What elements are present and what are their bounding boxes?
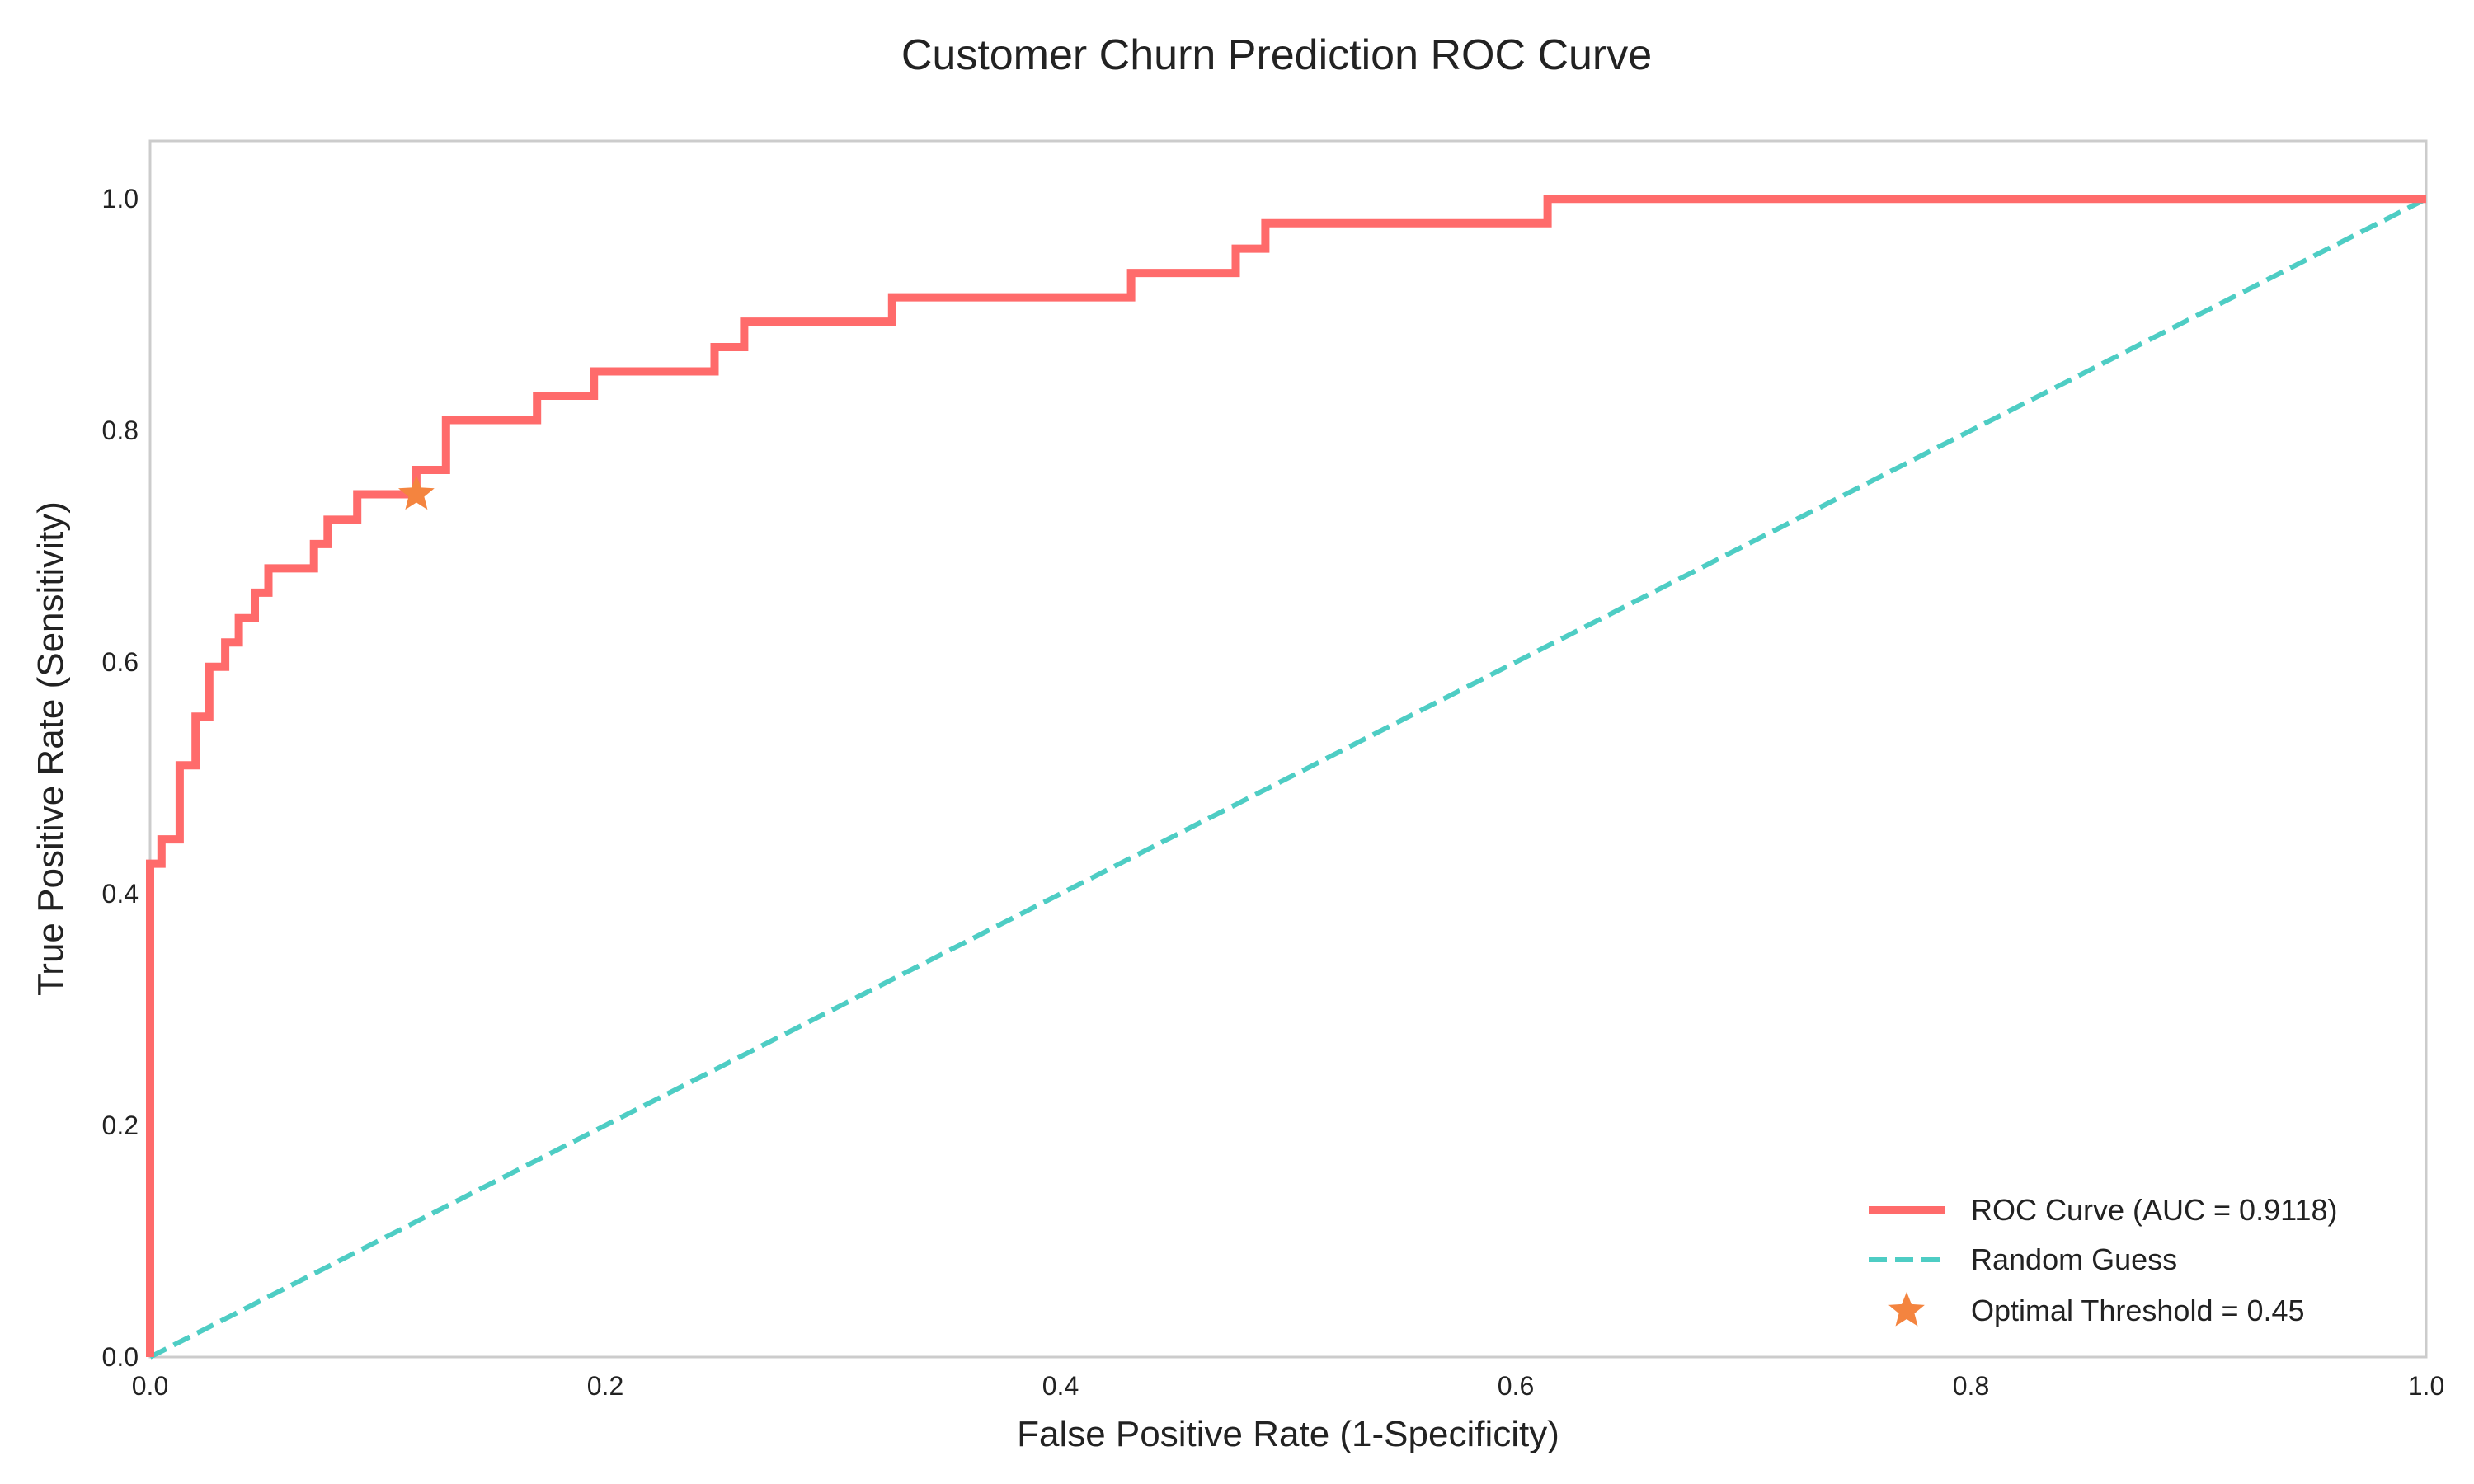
legend-swatch-threshold xyxy=(1888,1292,1925,1327)
x-tick-label: 0.6 xyxy=(1498,1371,1534,1401)
y-tick-label: 0.6 xyxy=(102,647,139,677)
marker-layer xyxy=(398,475,435,510)
x-tick-label: 0.8 xyxy=(1953,1371,1989,1401)
y-tick-label: 0.8 xyxy=(102,416,139,445)
legend-label-threshold: Optimal Threshold = 0.45 xyxy=(1971,1294,2305,1327)
random-guess-line xyxy=(148,196,2428,1360)
legend-label-random: Random Guess xyxy=(1971,1242,2177,1276)
x-tick-label: 0.2 xyxy=(587,1371,623,1401)
x-tick-label: 0.4 xyxy=(1042,1371,1079,1401)
y-axis-label: True Positive Rate (Sensitivity) xyxy=(31,501,71,996)
x-axis-ticks: 0.0 0.2 0.4 0.6 0.8 1.0 xyxy=(132,1371,2444,1401)
plot-frame xyxy=(148,139,2428,1359)
y-axis-ticks: 0.0 0.2 0.4 0.6 0.8 1.0 xyxy=(102,184,139,1372)
x-tick-label: 1.0 xyxy=(2408,1371,2444,1401)
x-tick-label: 0.0 xyxy=(132,1371,168,1401)
series-layer xyxy=(146,195,2428,1360)
y-tick-label: 0.2 xyxy=(102,1111,139,1140)
chart-title: Customer Churn Prediction ROC Curve xyxy=(901,31,1652,79)
y-tick-label: 1.0 xyxy=(102,184,139,214)
roc-curve-line xyxy=(146,195,2426,1357)
x-axis-label: False Positive Rate (1-Specificity) xyxy=(1017,1414,1559,1454)
optimal-threshold-marker xyxy=(398,475,435,510)
y-tick-label: 0.0 xyxy=(102,1342,139,1372)
legend: ROC Curve (AUC = 0.9118) Random Guess Opti… xyxy=(1869,1193,2337,1327)
y-tick-label: 0.4 xyxy=(102,879,139,909)
legend-label-roc: ROC Curve (AUC = 0.9118) xyxy=(1971,1193,2337,1227)
